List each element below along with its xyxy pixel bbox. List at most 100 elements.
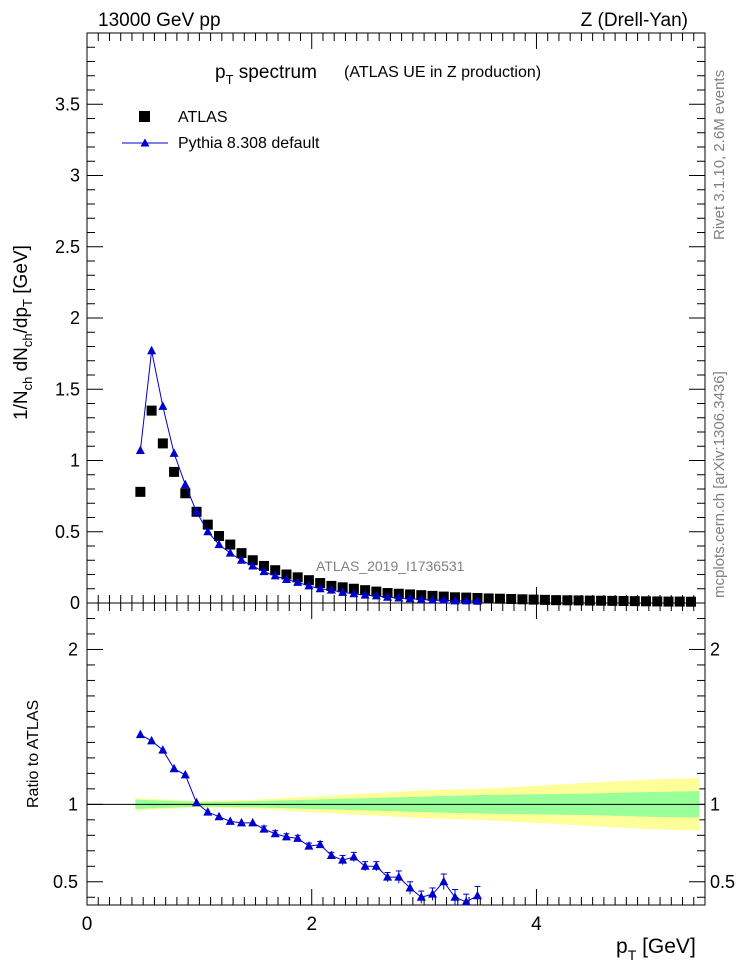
main-axis-ticks: 0.5 1 1.5 2 2.5 3 3.5 0 — [55, 33, 706, 613]
atlas-point — [663, 596, 674, 607]
atlas-point — [315, 578, 326, 589]
x-axis-label: pT [GeV] — [616, 935, 696, 963]
header-left: 13000 GeV pp — [98, 10, 221, 31]
main-y-tick-label: 2 — [70, 308, 80, 328]
ratio-mc-point — [304, 841, 314, 850]
ratio-mc-point — [450, 892, 460, 901]
ratio-mc-point — [338, 855, 348, 864]
ratio-mc-point — [259, 824, 269, 833]
atlas-point — [270, 565, 281, 576]
legend-mc-marker — [140, 138, 150, 147]
mc-point — [248, 560, 258, 570]
mc-point — [259, 566, 269, 576]
ratio-mc-point — [416, 892, 426, 901]
ratio-mc-point — [461, 896, 471, 906]
atlas-point — [483, 593, 494, 604]
atlas-point — [169, 466, 180, 477]
main-y-tick-label-zero: 0 — [70, 593, 80, 613]
mc-point — [214, 539, 224, 549]
atlas-point — [607, 595, 618, 606]
atlas-point — [652, 596, 663, 607]
atlas-point — [225, 539, 236, 550]
mc-point — [472, 596, 482, 605]
mc-point — [315, 583, 325, 593]
mc-point — [237, 555, 246, 564]
mc-point — [281, 574, 291, 583]
main-y-tick-label: 3 — [70, 166, 80, 186]
ratio-mc-point — [472, 890, 482, 900]
atlas-point — [551, 595, 562, 606]
mc-point — [405, 593, 415, 603]
atlas-point — [641, 596, 652, 607]
mc-point — [394, 593, 404, 602]
ratio-y-tick-label: 1 — [68, 794, 78, 814]
chart-title: pT spectrum — [215, 62, 317, 87]
header-right: Z (Drell-Yan) — [581, 10, 688, 31]
atlas-point — [258, 560, 269, 571]
atlas-point — [494, 593, 505, 604]
atlas-point — [202, 519, 213, 530]
atlas-point — [539, 594, 550, 605]
atlas-point — [674, 596, 685, 607]
ratio-mc-point — [326, 850, 336, 859]
atlas-point — [146, 405, 157, 416]
ratio-mc-point — [270, 828, 280, 838]
ratio-mc-point — [135, 729, 145, 739]
ratio-mc-point — [214, 811, 224, 821]
mc-point — [439, 595, 449, 604]
ratio-mc-point — [293, 833, 303, 842]
atlas-point — [618, 596, 629, 607]
mc-point — [158, 401, 168, 410]
legend-mc-label: Pythia 8.308 default — [178, 135, 320, 152]
ratio-mc-point — [371, 861, 381, 870]
mc-point — [225, 548, 235, 557]
mc-point — [383, 592, 393, 601]
main-y-tick-label: 1 — [70, 451, 80, 471]
x-tick-label: 2 — [306, 914, 317, 935]
ratio-data-markers — [135, 729, 482, 906]
ratio-mc-point — [315, 839, 325, 849]
legend-atlas-marker — [139, 111, 150, 122]
ratio-axis-ticks: 0.5 0.5 1 1 2 2 0 2 4 — [53, 603, 735, 935]
ratio-mc-point — [360, 861, 370, 870]
atlas-point — [247, 555, 258, 566]
ratio-mc-point — [225, 816, 235, 825]
mc-point — [416, 594, 426, 603]
mc-point — [270, 570, 280, 580]
mc-point — [169, 448, 179, 457]
mc-point — [293, 577, 303, 586]
mc-point — [304, 580, 314, 590]
atlas-point — [596, 595, 607, 606]
ratio-mc-point — [281, 831, 291, 841]
atlas-point — [517, 594, 528, 605]
atlas-point — [629, 596, 640, 607]
legend-atlas-label: ATLAS — [178, 109, 228, 126]
chart-subtitle: (ATLAS UE in Z production) — [344, 64, 541, 81]
mc-point — [338, 587, 348, 596]
ratio-mc-point — [405, 882, 415, 892]
atlas-point — [236, 548, 247, 559]
ratio-mc-point — [169, 763, 179, 773]
mc-point — [180, 479, 190, 489]
atlas-point — [562, 595, 573, 606]
atlas-point — [506, 594, 517, 605]
main-data-markers — [135, 345, 696, 607]
ratio-mc-point — [394, 872, 404, 881]
ratio-mc-point — [349, 851, 359, 861]
ratio-mc-point — [147, 735, 157, 745]
main-y-axis-label: 1/Nch dNch/dpT [GeV] — [11, 245, 35, 420]
ratio-mc-point — [383, 872, 393, 881]
ratio-mc-point — [192, 797, 202, 807]
atlas-point — [303, 575, 314, 586]
analysis-watermark: ATLAS_2019_I1736531 — [316, 558, 465, 574]
ratio-uncertainty-band — [87, 778, 705, 831]
mc-point — [461, 595, 471, 605]
atlas-point — [528, 594, 539, 605]
atlas-point — [135, 486, 146, 497]
rivet-label: Rivet 3.1.10, 2.6M events — [711, 70, 728, 240]
ratio-y-axis-label: Ratio to ATLAS — [25, 700, 42, 808]
atlas-point — [214, 531, 225, 542]
mc-point — [203, 526, 213, 536]
mc-point — [428, 595, 438, 604]
ratio-mc-point — [180, 769, 190, 779]
